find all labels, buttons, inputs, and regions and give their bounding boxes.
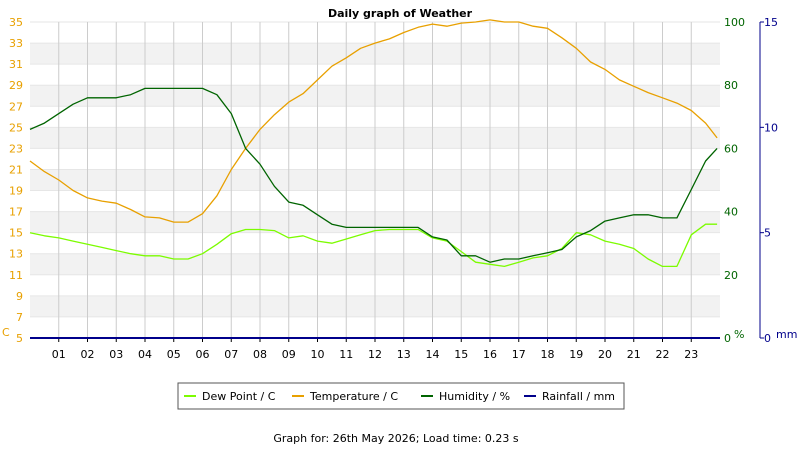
x-tick-label: 12 xyxy=(368,348,382,361)
x-tick-label: 10 xyxy=(311,348,325,361)
vertical-gridlines xyxy=(58,22,692,338)
legend-label: Temperature / C xyxy=(309,390,398,403)
x-tick-label: 05 xyxy=(167,348,181,361)
legend-label: Humidity / % xyxy=(439,390,510,403)
x-tick-label: 09 xyxy=(282,348,296,361)
humidity-tick-label: 40 xyxy=(724,206,738,219)
time-axis: 01 02 03 04 05 06 07 08 09 10 11 12 13 14 15 16 17 18 19 20… xyxy=(52,338,698,361)
x-tick-label: 20 xyxy=(598,348,612,361)
x-tick-label: 06 xyxy=(196,348,210,361)
x-tick-label: 08 xyxy=(253,348,267,361)
footer-caption: Graph for: 26th May 2026; Load time: 0.2… xyxy=(273,432,519,445)
x-tick-label: 14 xyxy=(426,348,440,361)
x-tick-label: 16 xyxy=(483,348,497,361)
legend-box xyxy=(177,382,625,410)
temperature-unit-label: C xyxy=(2,326,10,339)
temperature-tick-label: 13 xyxy=(9,248,23,261)
x-tick-label: 03 xyxy=(109,348,123,361)
temperature-tick-label: 35 xyxy=(9,16,23,29)
x-tick-label: 15 xyxy=(454,348,468,361)
rainfall-tick-label: 10 xyxy=(764,121,778,134)
x-tick-label: 22 xyxy=(656,348,670,361)
x-tick-label: 18 xyxy=(541,348,555,361)
humidity-tick-label: 0 xyxy=(724,332,731,345)
temperature-tick-label: 9 xyxy=(16,290,23,303)
humidity-tick-label: 60 xyxy=(724,142,738,155)
x-tick-label: 13 xyxy=(397,348,411,361)
x-tick-label: 21 xyxy=(627,348,641,361)
x-tick-label: 04 xyxy=(138,348,152,361)
series-lines xyxy=(29,19,720,339)
humidity-tick-label: 20 xyxy=(724,269,738,282)
temperature-tick-label: 7 xyxy=(16,311,23,324)
humidity-tick-label: 100 xyxy=(724,16,745,29)
chart-title: Daily graph of Weather xyxy=(328,7,473,20)
temperature-tick-label: 25 xyxy=(9,121,23,134)
temperature-tick-label: 33 xyxy=(9,37,23,50)
humidity-axis: 0 20 40 60 80 100% xyxy=(724,16,745,345)
temperature-tick-label: 5 xyxy=(16,332,23,345)
temperature-tick-label: 17 xyxy=(9,206,23,219)
legend-label: Rainfall / mm xyxy=(542,390,615,403)
x-tick-label: 02 xyxy=(81,348,95,361)
legend-label: Dew Point / C xyxy=(202,390,276,403)
temperature-tick-label: 21 xyxy=(9,163,23,176)
temperature-tick-label: 23 xyxy=(9,142,23,155)
temperature-axis: 5 7 9 11 13 15 17 19 21 23 25 27 29 31 33 35 C xyxy=(2,16,23,345)
x-tick-label: 23 xyxy=(684,348,698,361)
temperature-tick-label: 15 xyxy=(9,227,23,240)
temperature-tick-label: 29 xyxy=(9,79,23,92)
series-line-temperature xyxy=(29,19,718,223)
rainfall-tick-label: 5 xyxy=(764,227,771,240)
legend: Dew Point / C Temperature / C Humidity / %… xyxy=(177,382,625,410)
humidity-tick-label: 80 xyxy=(724,79,738,92)
series-line-dew-point xyxy=(29,223,718,268)
x-tick-label: 19 xyxy=(569,348,583,361)
temperature-tick-label: 11 xyxy=(9,269,23,282)
rainfall-unit-label: mm xyxy=(776,328,797,341)
temperature-tick-label: 27 xyxy=(9,100,23,113)
temperature-tick-label: 31 xyxy=(9,58,23,71)
x-tick-label: 11 xyxy=(339,348,353,361)
rainfall-tick-label: 0 xyxy=(764,332,771,345)
series-line-humidity xyxy=(29,87,718,263)
rainfall-tick-label: 15 xyxy=(764,16,778,29)
x-tick-label: 01 xyxy=(52,348,66,361)
x-tick-label: 07 xyxy=(224,348,238,361)
rainfall-axis: 0 5 10 15 mm xyxy=(759,16,797,345)
humidity-unit-label: % xyxy=(734,328,744,341)
temperature-tick-label: 19 xyxy=(9,185,23,198)
x-tick-label: 17 xyxy=(512,348,526,361)
